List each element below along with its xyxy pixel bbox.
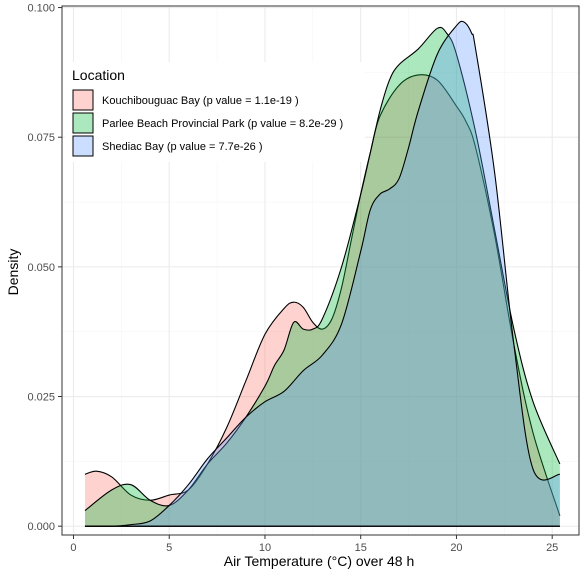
legend-title: Location (72, 67, 125, 83)
legend-item-parlee: Parlee Beach Provincial Park (p value = … (72, 112, 343, 134)
density-line-parlee (84, 26, 561, 512)
y-tick-label: 0.025 (27, 392, 55, 404)
x-tick-label: 0 (70, 542, 76, 554)
legend-key-kouchibouguac (72, 89, 94, 111)
y-axis-title: Density (5, 249, 21, 296)
y-axis: 0.000 0.025 0.050 0.075 0.100 (27, 3, 62, 533)
x-axis-title: Air Temperature (°C) over 48 h (224, 553, 415, 569)
x-tick-label: 10 (259, 542, 271, 554)
legend-key-parlee (72, 112, 94, 134)
y-tick-label: 0.050 (27, 262, 55, 274)
density-area-parlee (84, 27, 560, 527)
x-tick-label: 20 (450, 542, 462, 554)
x-tick-label: 5 (166, 542, 172, 554)
legend-label-kouchibouguac: Kouchibouguac Bay (p value = 1.1e-19 ) (102, 95, 299, 107)
legend-label-parlee: Parlee Beach Provincial Park (p value = … (102, 118, 343, 130)
density-area-kouchibouguac (84, 74, 560, 527)
legend-item-shediac: Shediac Bay (p value = 7.7e-26 ) (72, 135, 263, 157)
density-areas (84, 20, 561, 527)
panel-border (61, 5, 580, 536)
density-area-shediac (84, 21, 560, 527)
density-line-kouchibouguac (84, 74, 561, 516)
y-tick-label: 0.100 (27, 3, 55, 15)
legend-item-kouchibouguac: Kouchibouguac Bay (p value = 1.1e-19 ) (72, 89, 299, 111)
x-axis: 0 5 10 15 20 25 (70, 535, 558, 554)
legend-background (65, 62, 365, 162)
x-tick-label: 25 (546, 542, 558, 554)
x-tick-label: 15 (355, 542, 367, 554)
y-tick-label: 0.075 (27, 132, 55, 144)
legend-label-shediac: Shediac Bay (p value = 7.7e-26 ) (102, 141, 263, 153)
legend: Location Kouchibouguac Bay (p value = 1.… (65, 62, 365, 162)
y-tick-label: 0.000 (27, 521, 55, 533)
legend-key-shediac (72, 135, 94, 157)
density-line-shediac (84, 20, 560, 527)
